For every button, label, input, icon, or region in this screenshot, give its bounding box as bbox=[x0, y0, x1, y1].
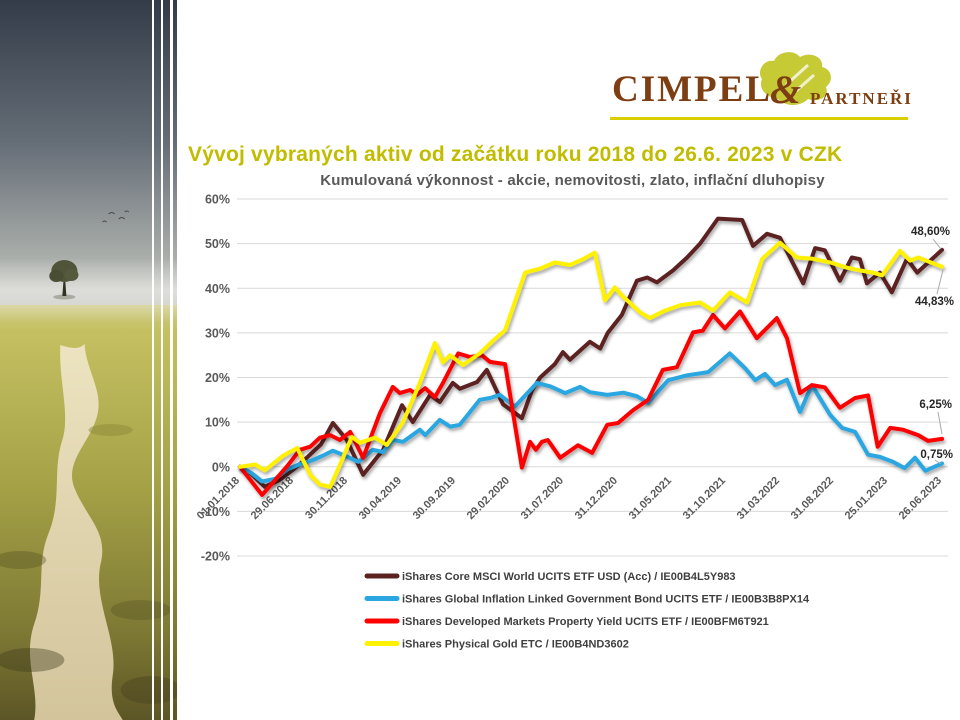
tree-icon bbox=[49, 260, 79, 300]
series-line-property bbox=[238, 309, 944, 497]
x-axis-tick-label: 31.12.2020 bbox=[573, 475, 620, 522]
landscape-photo bbox=[0, 0, 177, 720]
series-line-inflation-bond bbox=[238, 351, 944, 484]
y-axis-tick-label: -20% bbox=[201, 550, 230, 564]
legend-label-gold: iShares Physical Gold ETC / IE00B4ND3602 bbox=[402, 639, 629, 651]
x-axis-tick-label: 30.11.2018 bbox=[303, 475, 350, 522]
y-axis-tick-label: 10% bbox=[205, 416, 230, 430]
legend-label-msci-world: iShares Core MSCI World UCITS ETF USD (A… bbox=[402, 571, 736, 583]
x-axis-tick-label: 29.02.2020 bbox=[465, 475, 512, 522]
x-axis-tick-label: 31.08.2022 bbox=[789, 475, 836, 522]
y-axis-tick-label: 50% bbox=[205, 237, 230, 251]
vertical-accent-line bbox=[170, 0, 173, 720]
x-axis-tick-label: 26.06.2023 bbox=[897, 475, 944, 522]
y-axis-tick-label: 30% bbox=[205, 326, 230, 340]
y-axis-tick-label: 60% bbox=[205, 193, 230, 207]
grass-patch bbox=[0, 551, 47, 569]
brand-ampersand: & bbox=[770, 67, 802, 112]
page-title: Vývoj vybraných aktiv od začátku roku 20… bbox=[188, 143, 843, 167]
y-axis-tick-label: 40% bbox=[205, 282, 230, 296]
performance-chart: Kumulovaná výkonnost - akcie, nemovitost… bbox=[185, 168, 960, 668]
logo-underline bbox=[610, 117, 908, 120]
callout-leader-line bbox=[934, 459, 942, 465]
grass-patch bbox=[0, 648, 65, 672]
birds-icon bbox=[102, 210, 130, 223]
x-axis-tick-label: 31.03.2022 bbox=[735, 475, 782, 522]
photo-trail bbox=[29, 344, 123, 720]
value-callout-gold: 44,83% bbox=[915, 296, 954, 308]
value-callout-inflation-bond: 0,75% bbox=[920, 449, 953, 461]
value-callout-msci-world: 48,60% bbox=[911, 226, 950, 238]
series-line-msci-world bbox=[238, 216, 944, 489]
vertical-accent-line bbox=[161, 0, 163, 720]
x-axis-tick-label: 30.09.2019 bbox=[411, 475, 458, 522]
callout-leader-line bbox=[932, 238, 942, 250]
x-axis-tick-label: 30.04.2019 bbox=[357, 475, 404, 522]
x-axis-tick-label: 31.07.2020 bbox=[519, 475, 566, 522]
brand-name-primary: CIMPEL bbox=[612, 69, 772, 110]
chart-canvas: 60%50%40%30%20%10%0%-10%-20%01.01.2018 29… bbox=[195, 193, 954, 651]
grass-patch bbox=[110, 600, 171, 620]
chart-title: Kumulovaná výkonnost - akcie, nemovitost… bbox=[320, 172, 825, 189]
legend-label-property: iShares Developed Markets Property Yield… bbox=[402, 616, 769, 628]
grass-patch bbox=[88, 424, 133, 436]
logo-tree-icon bbox=[759, 52, 831, 105]
callout-leader-line bbox=[936, 269, 944, 295]
brand-name-secondary: PARTNEŘI bbox=[810, 89, 913, 108]
vertical-accent-line bbox=[152, 0, 154, 720]
legend-label-inflation-bond: iShares Global Inflation Linked Governme… bbox=[402, 594, 810, 606]
photo-mist bbox=[0, 258, 177, 322]
y-axis-tick-label: 20% bbox=[205, 371, 230, 385]
brand-logo-text: CIMPEL & PARTNEŘI bbox=[612, 53, 912, 115]
value-callout-property: 6,25% bbox=[919, 399, 952, 411]
landscape-photo-art bbox=[0, 0, 177, 720]
x-axis-tick-label: 31.05.2021 bbox=[627, 475, 674, 522]
x-axis-tick-label: 25.01.2023 bbox=[843, 475, 890, 522]
x-axis-tick-label: 31.10.2021 bbox=[681, 475, 728, 522]
series-line-gold bbox=[238, 240, 944, 489]
y-axis-tick-label: -10% bbox=[201, 505, 230, 519]
brand-logo: CIMPEL & PARTNEŘI bbox=[600, 52, 912, 123]
y-axis-tick-label: 0% bbox=[212, 460, 230, 474]
callout-leader-line bbox=[937, 411, 943, 435]
